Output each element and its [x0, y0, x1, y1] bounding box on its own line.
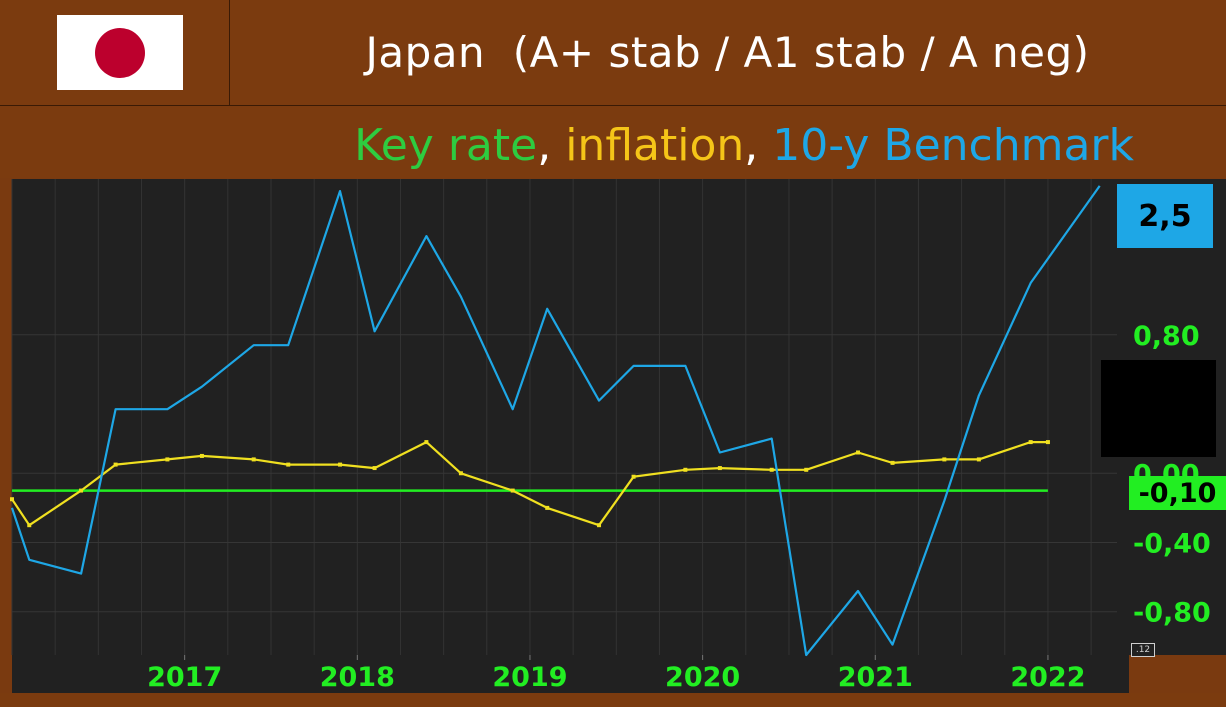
subtitle-part-0: Key rate [354, 120, 538, 171]
flag-cell [0, 0, 230, 105]
inflation-point [424, 440, 429, 445]
x-tick-label: 2017 [147, 662, 222, 693]
inflation-point [199, 453, 204, 458]
inflation-point [338, 462, 343, 467]
inflation-point [79, 488, 84, 493]
keyrate-last-value-badge: -0,10 [1129, 476, 1226, 510]
inflation-point [597, 523, 602, 528]
y-tick-label: -0,80 [1133, 598, 1211, 629]
inflation-point [165, 457, 170, 462]
inflation-point [286, 462, 291, 467]
y-tick-label: -0,40 [1133, 528, 1211, 559]
inflation-point [769, 467, 774, 472]
subtitle-part-3: , [744, 120, 773, 171]
corner-tag: .12 [1131, 643, 1155, 657]
inflation-point [1028, 440, 1033, 445]
flag-disc [95, 28, 145, 78]
title-ratings: (A+ stab / A1 stab / A neg) [512, 28, 1090, 77]
x-axis-strip [12, 655, 1129, 693]
inflation-point [942, 457, 947, 462]
subtitle-bar: Key rate, inflation, 10-y Benchmark [0, 106, 1226, 178]
benchmark-last-value-badge: 2,5 [1117, 184, 1213, 248]
inflation-point [890, 460, 895, 465]
inflation-point [717, 466, 722, 471]
series-line-2 [10, 185, 1101, 657]
japan-flag-icon [57, 15, 183, 90]
inflation-point [683, 467, 688, 472]
inflation-point [372, 466, 377, 471]
y-tick-label: 0,80 [1133, 321, 1200, 352]
inflation-point [545, 505, 550, 510]
inflation-point [1045, 440, 1050, 445]
inflation-point [113, 462, 118, 467]
inflation-point [458, 471, 463, 476]
x-tick-label: 2022 [1010, 662, 1085, 693]
inflation-point [976, 457, 981, 462]
inflation-point [27, 523, 32, 528]
inflation-point [804, 467, 809, 472]
legend-overlay-box [1101, 360, 1216, 457]
x-tick-label: 2020 [665, 662, 740, 693]
subtitle-part-2: inflation [565, 120, 745, 171]
footer-band [0, 693, 1226, 707]
x-tick-label: 2021 [838, 662, 913, 693]
subtitle-part-1: , [537, 120, 566, 171]
series-line-1 [11, 441, 1048, 527]
inflation-point [10, 497, 14, 502]
chart-subtitle: Key rate, inflation, 10-y Benchmark [354, 120, 1134, 171]
inflation-point [510, 488, 515, 493]
inflation-point [251, 457, 256, 462]
x-tick-label: 2019 [492, 662, 567, 693]
inflation-point [631, 474, 636, 479]
header-bar: Japan (A+ stab / A1 stab / A neg) [0, 0, 1226, 106]
inflation-point [856, 450, 861, 455]
x-tick-label: 2018 [320, 662, 395, 693]
page-title: Japan (A+ stab / A1 stab / A neg) [229, 0, 1226, 105]
subtitle-part-4: 10-y Benchmark [772, 120, 1134, 171]
title-country: Japan [365, 28, 486, 77]
plot-area [12, 179, 1129, 655]
